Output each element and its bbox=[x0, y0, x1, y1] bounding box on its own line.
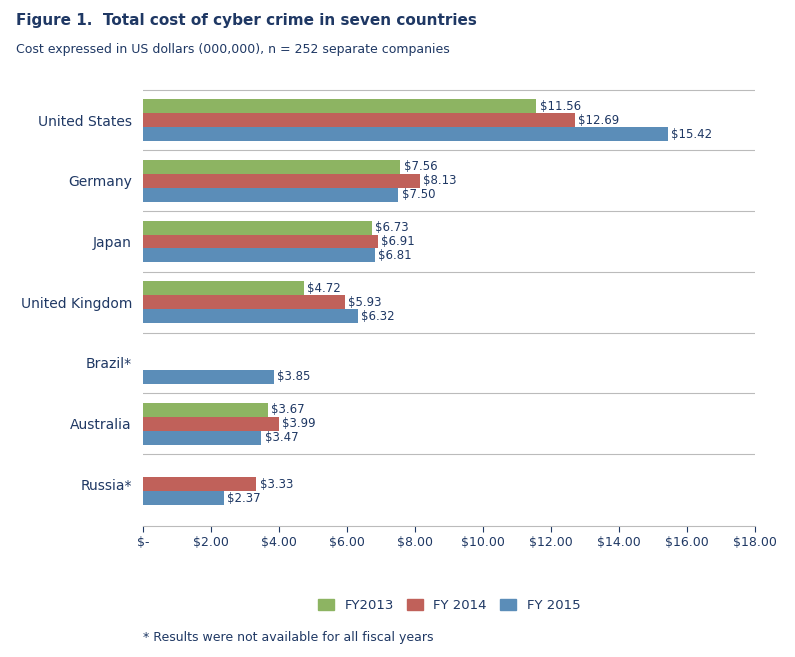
Bar bbox=[143, 127, 668, 141]
Bar bbox=[143, 309, 358, 323]
Text: Cost expressed in US dollars (000,000), n = 252 separate companies: Cost expressed in US dollars (000,000), … bbox=[16, 43, 450, 56]
Bar bbox=[143, 403, 268, 417]
Bar bbox=[143, 221, 372, 235]
Bar bbox=[143, 281, 304, 295]
Text: $3.99: $3.99 bbox=[282, 417, 316, 430]
Text: $11.56: $11.56 bbox=[540, 100, 581, 112]
Text: $2.37: $2.37 bbox=[227, 492, 261, 505]
Text: $7.50: $7.50 bbox=[401, 189, 435, 201]
Legend: FY2013, FY 2014, FY 2015: FY2013, FY 2014, FY 2015 bbox=[313, 593, 585, 618]
Bar bbox=[143, 188, 398, 202]
Text: $15.42: $15.42 bbox=[671, 127, 712, 141]
Text: * Results were not available for all fiscal years: * Results were not available for all fis… bbox=[143, 631, 433, 644]
Bar bbox=[143, 417, 279, 430]
Text: $5.93: $5.93 bbox=[348, 296, 382, 309]
Text: $12.69: $12.69 bbox=[578, 114, 619, 127]
Text: $3.33: $3.33 bbox=[260, 478, 293, 491]
Bar bbox=[143, 478, 256, 491]
Text: $6.81: $6.81 bbox=[378, 249, 412, 262]
Bar bbox=[143, 370, 274, 384]
Text: $7.56: $7.56 bbox=[404, 160, 437, 173]
Text: $3.47: $3.47 bbox=[265, 431, 298, 444]
Bar bbox=[143, 248, 374, 262]
Bar bbox=[143, 491, 223, 505]
Text: $3.85: $3.85 bbox=[277, 371, 311, 384]
Bar bbox=[143, 174, 420, 188]
Bar bbox=[143, 113, 575, 127]
Bar bbox=[143, 160, 400, 174]
Text: $4.72: $4.72 bbox=[307, 282, 341, 295]
Bar bbox=[143, 235, 378, 248]
Bar bbox=[143, 99, 537, 113]
Text: $6.91: $6.91 bbox=[382, 235, 415, 248]
Text: $3.67: $3.67 bbox=[271, 403, 305, 416]
Text: Figure 1.  Total cost of cyber crime in seven countries: Figure 1. Total cost of cyber crime in s… bbox=[16, 13, 477, 28]
Bar bbox=[143, 295, 345, 309]
Bar bbox=[143, 430, 261, 445]
Text: $6.73: $6.73 bbox=[375, 221, 409, 234]
Text: $6.32: $6.32 bbox=[362, 309, 395, 323]
Text: $8.13: $8.13 bbox=[423, 174, 456, 187]
